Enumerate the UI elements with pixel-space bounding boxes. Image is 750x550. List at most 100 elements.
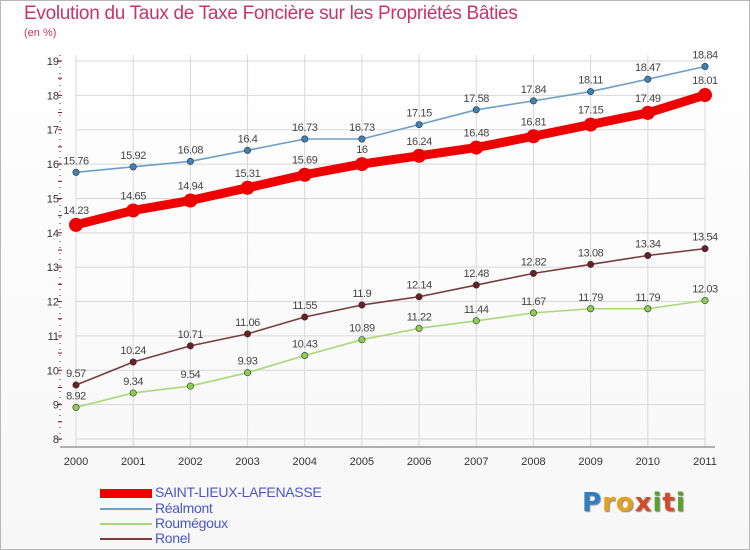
data-point (529, 97, 537, 105)
y-tick-label: 18 (47, 90, 59, 102)
data-point (644, 251, 652, 259)
data-point (698, 88, 712, 103)
data-label: 11.79 (578, 292, 603, 304)
data-point (297, 167, 312, 182)
data-label: 18.84 (692, 49, 718, 61)
data-point (301, 313, 309, 321)
data-label: 11.22 (407, 311, 432, 323)
data-label: 11.06 (235, 317, 260, 329)
y-tick-label: 16 (47, 159, 59, 171)
y-tick-label: 19 (47, 56, 59, 68)
data-point (358, 135, 366, 143)
series-line-1 (75, 65, 706, 174)
data-label: 16.73 (349, 122, 375, 134)
data-label: 17.49 (635, 93, 661, 105)
data-point (301, 135, 309, 143)
data-label: 11.9 (352, 288, 371, 300)
data-label: 16.73 (292, 122, 318, 134)
data-point (587, 305, 595, 313)
data-label: 17.58 (464, 93, 490, 105)
series-line-3 (75, 247, 706, 386)
data-point (644, 75, 652, 83)
x-tick-label: 2003 (235, 456, 259, 468)
x-tick-label: 2011 (693, 456, 717, 468)
data-point (244, 369, 252, 377)
data-label: 12.82 (521, 256, 547, 268)
data-label: 12.48 (464, 268, 490, 280)
data-label: 8.92 (66, 390, 86, 402)
data-point (701, 245, 709, 253)
x-tick-label: 2007 (464, 456, 488, 468)
y-tick-label: 12 (47, 297, 59, 309)
data-label: 14.23 (63, 205, 89, 217)
data-point (415, 121, 423, 129)
data-label: 18.01 (692, 75, 718, 87)
data-point (415, 293, 423, 301)
data-point (701, 297, 709, 305)
x-tick-label: 2005 (350, 456, 374, 468)
legend-label: Réalmont (155, 500, 213, 516)
legend-swatch (100, 488, 152, 498)
series-line-2 (75, 299, 706, 409)
data-point (472, 281, 480, 289)
x-tick-label: 2004 (292, 456, 316, 468)
data-label: 11.79 (635, 292, 660, 304)
data-label: 10.89 (349, 323, 375, 335)
legend-swatch (100, 508, 152, 510)
data-point (244, 146, 252, 154)
data-label: 9.93 (238, 356, 258, 368)
data-point (469, 140, 484, 155)
data-point (354, 157, 369, 172)
data-label: 17.84 (521, 84, 547, 96)
data-point (472, 106, 480, 114)
data-label: 9.54 (180, 369, 200, 381)
legend-label: Ronel (155, 530, 191, 546)
data-point (358, 301, 366, 309)
data-point (415, 324, 423, 332)
proxiti-logo: Proxiti (582, 488, 686, 518)
data-point (701, 62, 709, 70)
data-point (186, 342, 194, 350)
data-point (587, 88, 595, 96)
data-label: 11.44 (464, 304, 489, 316)
data-label: 16 (356, 144, 368, 156)
data-label: 13.34 (635, 238, 661, 250)
data-label: 16.48 (464, 128, 490, 140)
data-point (526, 129, 541, 144)
data-point (529, 269, 537, 277)
y-tick-label: 10 (47, 365, 59, 377)
legend-label: Roumégoux (155, 515, 228, 531)
data-label: 15.31 (235, 168, 261, 180)
x-tick-label: 2010 (636, 456, 660, 468)
data-label: 12.03 (692, 284, 718, 296)
data-point (244, 330, 252, 338)
data-point (412, 148, 427, 163)
y-tick-label: 15 (47, 193, 59, 205)
data-label: 17.15 (578, 105, 604, 117)
data-label: 16.4 (238, 133, 258, 145)
data-point (129, 358, 137, 366)
data-label: 11.67 (521, 296, 546, 308)
data-label: 13.54 (692, 232, 718, 244)
data-point (240, 180, 255, 195)
data-label: 15.92 (120, 150, 146, 162)
y-tick-label: 14 (47, 228, 59, 240)
data-label: 9.57 (66, 368, 86, 380)
legend-swatch (100, 538, 152, 540)
data-point (472, 317, 480, 325)
data-label: 10.24 (120, 345, 146, 357)
data-label: 13.08 (578, 247, 604, 259)
data-label: 10.43 (292, 338, 318, 350)
data-point (72, 381, 80, 389)
unit-label: (en %) (24, 27, 57, 39)
data-label: 9.34 (123, 376, 143, 388)
x-tick-label: 2002 (178, 456, 202, 468)
data-point (640, 105, 655, 120)
data-point (301, 351, 309, 359)
legend-swatch (100, 523, 152, 525)
data-label: 16.81 (521, 116, 547, 128)
data-point (72, 403, 80, 411)
data-label: 18.47 (635, 62, 661, 74)
y-tick-label: 13 (47, 262, 59, 274)
